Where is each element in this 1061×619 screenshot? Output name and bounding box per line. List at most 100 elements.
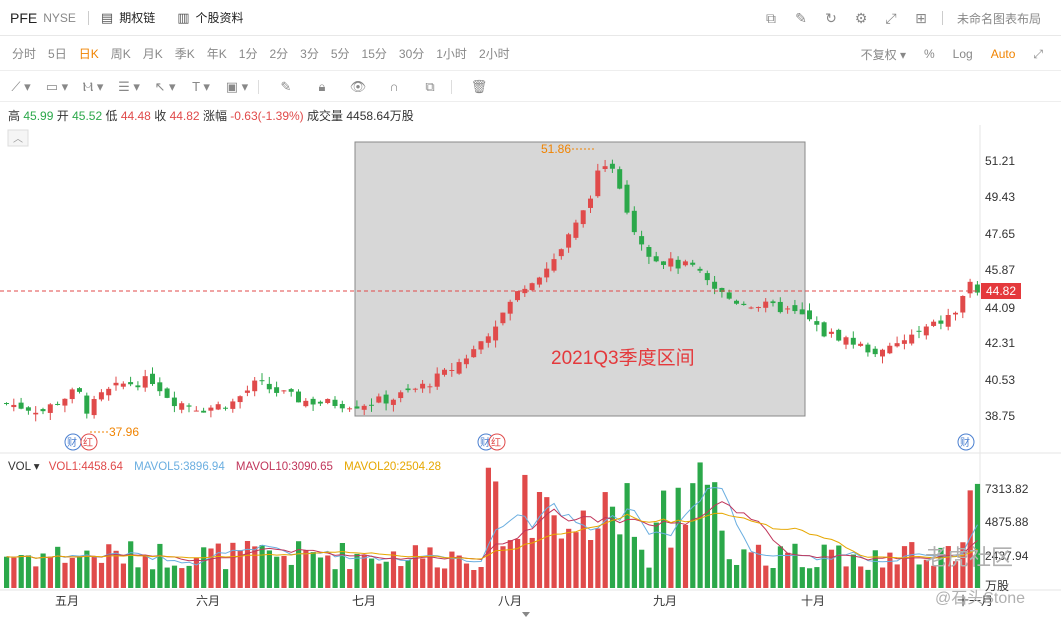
candle-body bbox=[588, 198, 593, 208]
arrow-tool-icon[interactable]: ↖ ▾ bbox=[154, 78, 176, 94]
refresh-icon[interactable]: ↻ bbox=[825, 9, 837, 26]
event-marker-dividend[interactable]: 红 bbox=[80, 433, 98, 451]
candle-body bbox=[872, 348, 878, 355]
options-chain-link[interactable]: ▤ 期权链 bbox=[101, 9, 155, 26]
volume-bar bbox=[383, 561, 389, 588]
measure-tool-icon[interactable]: ▣ ▾ bbox=[225, 78, 249, 94]
eye-icon[interactable]: 👁︎ bbox=[349, 78, 367, 94]
candle-body bbox=[646, 247, 652, 257]
candle-body bbox=[850, 337, 856, 345]
period-tab[interactable]: 30分 bbox=[398, 47, 425, 61]
volume-bar bbox=[850, 554, 856, 588]
candle-body bbox=[33, 412, 39, 415]
period-tab[interactable]: 2分 bbox=[269, 47, 289, 61]
volume-bar bbox=[741, 549, 747, 588]
period-tab[interactable]: 1分 bbox=[238, 47, 258, 61]
volume-bar bbox=[62, 562, 68, 588]
volume-bar bbox=[814, 567, 820, 588]
volume-bar bbox=[390, 551, 397, 588]
candle-body bbox=[558, 249, 564, 257]
candle-body bbox=[916, 330, 922, 332]
candle-body bbox=[259, 380, 265, 382]
auto-toggle[interactable]: Auto bbox=[990, 47, 1016, 61]
exchange-label: NYSE bbox=[43, 10, 76, 25]
volume-bar bbox=[266, 550, 272, 588]
volume-bar bbox=[493, 481, 499, 588]
collapse-button[interactable] bbox=[7, 129, 29, 147]
stock-profile-link[interactable]: ▥ 个股资料 bbox=[177, 9, 243, 26]
period-tab-active[interactable]: 日K bbox=[78, 47, 99, 61]
scroll-handle-icon[interactable] bbox=[522, 612, 530, 617]
indicator-icon[interactable]: ⧉ bbox=[765, 9, 776, 26]
pencil-icon[interactable]: ✎ bbox=[280, 78, 292, 94]
volume-bar bbox=[361, 555, 367, 588]
fullscreen-icon[interactable]: ⤢ bbox=[885, 9, 897, 26]
candle-body bbox=[310, 398, 316, 405]
event-marker-dividend[interactable]: 红 bbox=[488, 433, 506, 451]
period-tab[interactable]: 2小时 bbox=[478, 47, 510, 61]
candle-body bbox=[398, 392, 404, 399]
pattern-tool-icon[interactable]: Ⲙ ▾ bbox=[82, 78, 104, 94]
candle-body bbox=[478, 341, 484, 350]
price-tick: 44.09 bbox=[985, 301, 1015, 315]
divider bbox=[258, 79, 259, 94]
volume-bar bbox=[529, 537, 535, 588]
volume-bar bbox=[420, 558, 426, 588]
gear-icon[interactable]: ⚙ bbox=[854, 9, 868, 26]
period-tab[interactable]: 5日 bbox=[48, 47, 67, 61]
candle-body bbox=[828, 331, 834, 334]
community-watermark: 老虎社区 bbox=[925, 545, 1014, 570]
volume-value: 4458.64万股 bbox=[346, 109, 414, 123]
clone-icon[interactable]: ⧉ bbox=[425, 78, 435, 94]
magnet-icon[interactable]: ∩ bbox=[389, 79, 399, 94]
candle-body bbox=[157, 382, 163, 392]
adjust-dropdown[interactable]: 不复权 ▾ bbox=[860, 47, 906, 62]
candle-body bbox=[252, 380, 258, 392]
event-marker-earnings[interactable]: 财 bbox=[957, 433, 975, 451]
candle-body bbox=[821, 322, 827, 337]
price-tick: 45.87 bbox=[985, 263, 1015, 277]
period-tab[interactable]: 月K bbox=[142, 47, 163, 61]
draw-edit-icon[interactable]: ✎ bbox=[795, 9, 807, 26]
log-toggle[interactable]: Log bbox=[952, 47, 973, 61]
volume-bar bbox=[712, 482, 718, 588]
text-tool-icon[interactable]: T ▾ bbox=[192, 78, 210, 94]
period-tab[interactable]: 1小时 bbox=[436, 47, 467, 61]
candle-body bbox=[631, 210, 637, 233]
volume-indicator-dropdown[interactable]: VOL ▾ bbox=[8, 461, 40, 473]
volume-bar bbox=[77, 556, 83, 588]
fibonacci-tool-icon[interactable]: ☰ ▾ bbox=[118, 78, 140, 94]
volume-bar bbox=[799, 567, 805, 588]
line-tool-icon[interactable]: ⟋ ▾ bbox=[11, 78, 31, 94]
volume-bar bbox=[208, 548, 214, 588]
candle-body bbox=[361, 405, 367, 410]
period-tab[interactable]: 5分 bbox=[330, 47, 350, 61]
candle-body bbox=[354, 406, 360, 409]
price-tick: 49.43 bbox=[985, 190, 1015, 204]
period-tab[interactable]: 3分 bbox=[300, 47, 319, 61]
candle-body bbox=[463, 358, 469, 365]
volume-bar bbox=[821, 544, 827, 588]
period-tab[interactable]: 周K bbox=[110, 47, 131, 61]
volume-bar bbox=[609, 506, 616, 588]
event-marker-earnings[interactable]: 财 bbox=[64, 433, 82, 451]
rectangle-tool-icon[interactable]: ▭ ▾ bbox=[45, 78, 69, 94]
lock-icon[interactable]: 🔒︎ bbox=[318, 78, 326, 94]
period-tab[interactable]: 季K bbox=[174, 47, 195, 61]
expand-icon[interactable]: ⤢ bbox=[1033, 46, 1043, 61]
period-bar: 分时 5日 日K 周K 月K 季K 年K 1分 2分 3分 5分 15分 30分… bbox=[0, 37, 1061, 71]
period-tab[interactable]: 年K bbox=[206, 47, 227, 61]
volume-bar bbox=[953, 561, 959, 588]
volume-bar bbox=[639, 549, 645, 588]
period-tab[interactable]: 15分 bbox=[361, 47, 387, 61]
candle-body bbox=[960, 295, 966, 313]
grid-layout-icon[interactable]: ⊞ bbox=[915, 9, 927, 26]
layout-name[interactable]: 未命名图表布局 bbox=[956, 11, 1041, 26]
quarter-highlight-box[interactable] bbox=[354, 141, 806, 417]
volume-bar bbox=[310, 552, 316, 588]
period-tab[interactable]: 分时 bbox=[12, 47, 37, 61]
trash-icon[interactable]: 🗑︎ bbox=[470, 78, 488, 94]
volume-tick: 4875.88 bbox=[985, 515, 1029, 529]
percent-toggle[interactable]: % bbox=[924, 47, 935, 61]
